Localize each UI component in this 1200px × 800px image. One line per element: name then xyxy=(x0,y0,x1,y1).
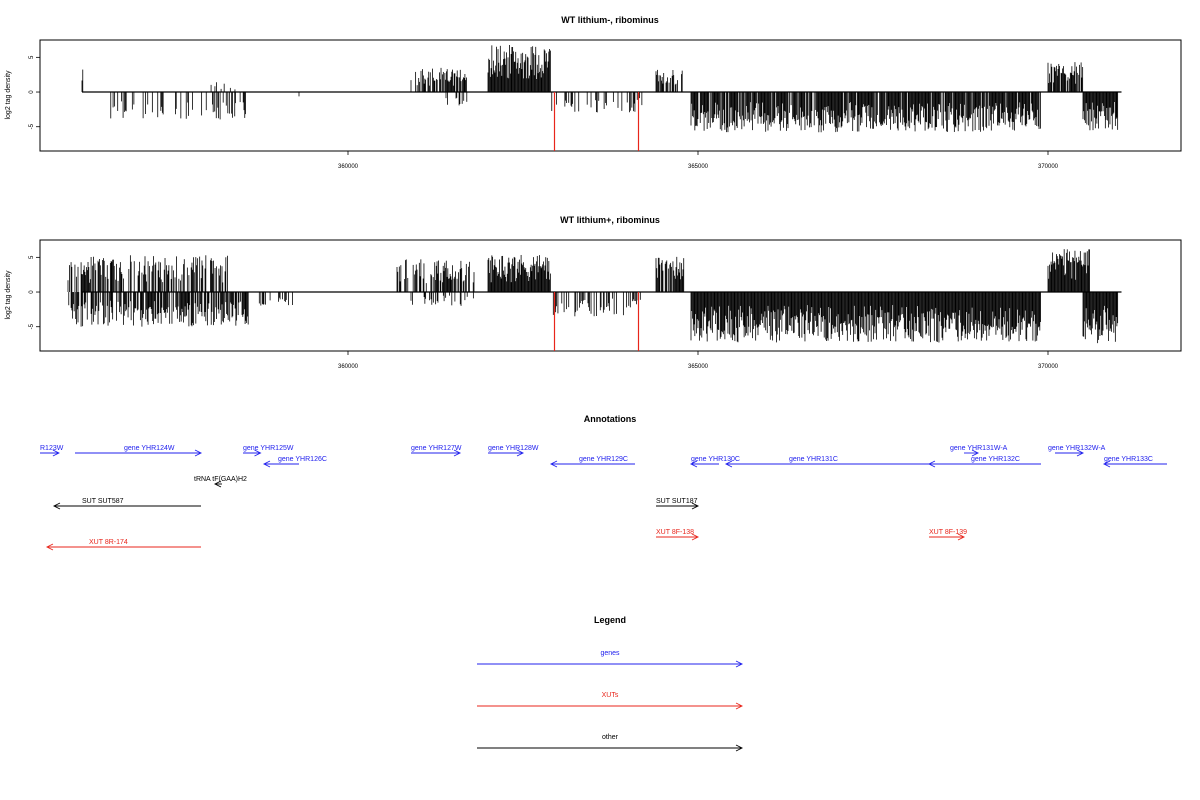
arrow-head-icon xyxy=(1076,449,1085,457)
annotation-feature: tRNA tF(GAA)H2 xyxy=(194,476,247,488)
y-tick-label: -5 xyxy=(29,123,35,129)
arrow-head-icon xyxy=(735,660,744,668)
annotation-feature: gene YHR130C xyxy=(689,456,740,468)
legend-item: genes xyxy=(477,650,744,668)
arrow-head-icon xyxy=(735,702,744,710)
arrow-head-icon xyxy=(213,480,222,488)
feature-label: gene YHR127W xyxy=(411,445,462,452)
feature-label: gene YHR125W xyxy=(243,445,294,452)
feature-label: tRNA tF(GAA)H2 xyxy=(194,476,247,483)
y-tick-label: 5 xyxy=(29,255,35,259)
arrow-head-icon xyxy=(549,460,558,468)
track-title: WT lithium+, ribominus xyxy=(560,215,660,225)
arrow-head-icon xyxy=(927,460,936,468)
annotation-feature: gene YHR132C xyxy=(927,456,1041,468)
y-axis-label: log2 tag density xyxy=(5,270,12,320)
legend-items: genes XUTs other xyxy=(477,650,744,752)
feature-label: XUT 8F-139 xyxy=(929,529,967,536)
track-title: WT lithium-, ribominus xyxy=(561,15,659,25)
feature-label: gene YHR128W xyxy=(488,445,539,452)
arrow-head-icon xyxy=(1102,460,1111,468)
legend-item: other xyxy=(477,734,744,752)
track-panel-lithium-minus: WT lithium-, ribominus log2 tag density … xyxy=(5,15,1182,170)
arrow-head-icon xyxy=(516,449,525,457)
feature-label: SUT SUT587 xyxy=(82,498,124,505)
feature-label: gene YHR130C xyxy=(691,456,740,463)
annotation-feature: R123W xyxy=(40,445,64,457)
annotation-feature: gene YHR127W xyxy=(411,445,462,457)
y-tick-label: 0 xyxy=(29,290,35,294)
annotation-feature: XUT 8F-138 xyxy=(656,529,700,541)
arrow-head-icon xyxy=(689,460,698,468)
feature-label: R123W xyxy=(40,445,64,452)
annotation-feature: gene YHR133C xyxy=(1102,456,1167,468)
annotations-track: Annotations R123W gene YHR124W gene YHR125… xyxy=(40,414,1167,551)
feature-label: gene YHR129C xyxy=(579,456,628,463)
arrow-head-icon xyxy=(254,449,262,457)
plot-frame xyxy=(39,39,1182,152)
feature-label: gene YHR132W-A xyxy=(1048,445,1106,452)
signal-bars xyxy=(67,249,1122,351)
feature-label: gene YHR131W-A xyxy=(950,445,1008,452)
annotation-feature: SUT SUT187 xyxy=(656,498,700,510)
legend-label: genes xyxy=(600,650,620,657)
annotation-feature: XUT 8F-139 xyxy=(929,529,967,541)
arrow-head-icon xyxy=(453,449,462,457)
feature-label: gene YHR132C xyxy=(971,456,1020,463)
legend-label: XUTs xyxy=(602,692,619,699)
track-panel-lithium-plus: WT lithium+, ribominus log2 tag density … xyxy=(5,215,1182,370)
annotation-features: R123W gene YHR124W gene YHR125W gene YHR126… xyxy=(40,445,1167,551)
feature-label: gene YHR124W xyxy=(124,445,175,452)
x-tick-label: 365000 xyxy=(688,164,709,170)
annotation-feature: gene YHR131C xyxy=(724,456,964,468)
x-tick-label: 360000 xyxy=(338,364,359,370)
arrow-head-icon xyxy=(691,533,700,541)
arrow-head-icon xyxy=(957,533,966,541)
arrow-head-icon xyxy=(52,449,60,457)
legend-title: Legend xyxy=(594,615,626,625)
y-axis-label: log2 tag density xyxy=(5,70,12,120)
annotation-feature: gene YHR128W xyxy=(488,445,539,457)
annotation-feature: gene YHR126C xyxy=(262,456,327,468)
annotation-feature: SUT SUT587 xyxy=(52,498,201,510)
y-tick-label: 0 xyxy=(29,90,35,94)
axes: -5 0 5 360000 365000 370000 xyxy=(29,55,1059,170)
legend-label: other xyxy=(602,734,619,741)
annotation-feature: gene YHR125W xyxy=(243,445,294,457)
annotations-title: Annotations xyxy=(584,414,637,424)
x-tick-label: 360000 xyxy=(338,164,359,170)
annotation-feature: gene YHR131W-A xyxy=(950,445,1008,457)
annotation-feature: gene YHR132W-A xyxy=(1048,445,1106,457)
arrow-head-icon xyxy=(724,460,733,468)
arrow-head-icon xyxy=(52,502,61,510)
feature-label: gene YHR133C xyxy=(1104,456,1153,463)
y-tick-label: 5 xyxy=(29,55,35,59)
annotation-feature: XUT 8R-174 xyxy=(45,539,201,551)
arrow-head-icon xyxy=(735,744,744,752)
arrow-head-icon xyxy=(262,460,271,468)
feature-label: XUT 8F-138 xyxy=(656,529,694,536)
plot-frame xyxy=(39,239,1182,352)
annotation-feature: gene YHR129C xyxy=(549,456,635,468)
feature-label: gene YHR126C xyxy=(278,456,327,463)
arrow-head-icon xyxy=(691,502,700,510)
feature-label: XUT 8R-174 xyxy=(89,539,128,546)
axes: -5 0 5 360000 365000 370000 xyxy=(29,255,1059,370)
legend-item: XUTs xyxy=(477,692,744,710)
x-tick-label: 370000 xyxy=(1038,364,1059,370)
arrow-head-icon xyxy=(194,449,203,457)
arrow-head-icon xyxy=(45,543,54,551)
feature-label: gene YHR131C xyxy=(789,456,838,463)
feature-label: SUT SUT187 xyxy=(656,498,698,505)
arrow-head-icon xyxy=(971,449,980,457)
x-tick-label: 370000 xyxy=(1038,164,1059,170)
signal-bars xyxy=(81,45,1122,151)
y-tick-label: -5 xyxy=(29,323,35,329)
x-tick-label: 365000 xyxy=(688,364,709,370)
annotation-feature: gene YHR124W xyxy=(75,445,203,457)
legend: Legend genes XUTs other xyxy=(477,615,744,752)
